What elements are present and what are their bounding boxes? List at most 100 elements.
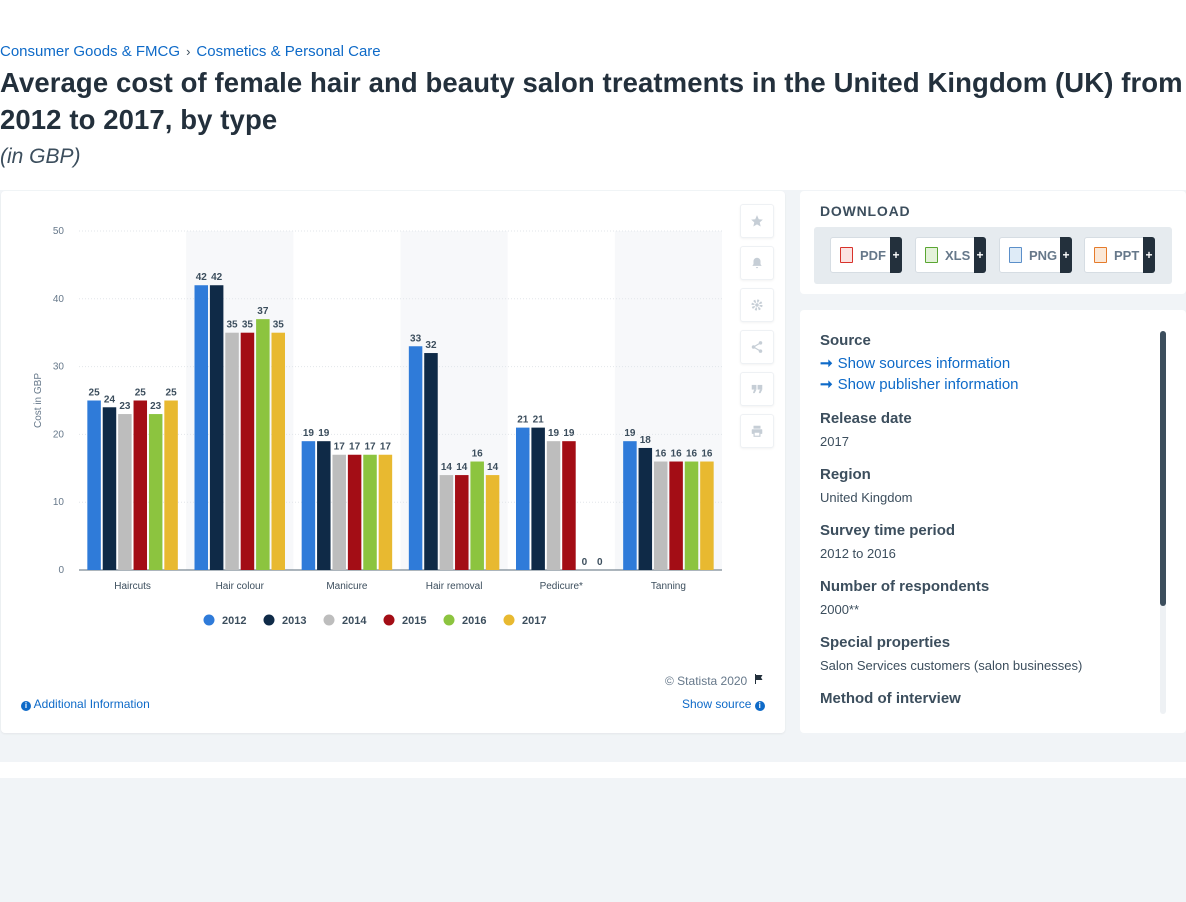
quote-icon[interactable]	[740, 372, 774, 406]
flag-icon[interactable]	[753, 673, 765, 688]
data-label: 19	[563, 428, 575, 439]
chart-card: 0 10 20 30 40 50 Cost in GBP 25 24 23 25 23 25 Haircu…	[1, 191, 785, 733]
show-source-label: Show source	[682, 697, 752, 711]
data-label: 19	[548, 428, 560, 439]
bar	[455, 475, 469, 570]
download-ppt-button[interactable]: PPT +	[1084, 237, 1155, 273]
bar	[408, 346, 423, 570]
bar	[470, 461, 484, 570]
y-tick-label: 20	[53, 429, 65, 440]
respondents-label: Number of respondents	[820, 578, 990, 595]
bar	[378, 454, 393, 570]
bar	[240, 332, 255, 570]
arrow-right-icon: ➞	[820, 355, 833, 372]
bar	[225, 332, 239, 570]
data-label: 23	[119, 401, 131, 412]
plus-icon: +	[1143, 237, 1155, 273]
additional-information-link[interactable]: i Additional Information	[21, 697, 150, 711]
bar	[301, 441, 316, 570]
header-background	[0, 0, 1186, 190]
bar	[684, 461, 699, 570]
star-icon[interactable]	[740, 204, 774, 238]
data-label: 35	[273, 320, 285, 331]
data-label: 17	[364, 442, 376, 453]
scrollbar[interactable]	[1160, 331, 1166, 714]
legend-marker	[323, 614, 335, 626]
download-png-button[interactable]: PNG +	[999, 237, 1072, 273]
y-tick-label: 50	[53, 226, 65, 237]
download-pdf-label: PDF	[860, 247, 886, 263]
bar	[700, 461, 714, 570]
print-icon[interactable]	[740, 414, 774, 448]
bar	[424, 353, 438, 570]
bell-icon[interactable]	[740, 246, 774, 280]
scrollbar-thumb[interactable]	[1160, 331, 1166, 606]
data-label: 23	[150, 401, 162, 412]
data-label: 19	[303, 428, 315, 439]
show-source-link[interactable]: Show source i	[682, 697, 765, 711]
survey-period: Survey time period 2012 to 2016	[820, 522, 1160, 561]
data-label: 24	[104, 394, 116, 405]
show-publisher-link[interactable]: ➞ Show publisher information	[820, 375, 1160, 394]
plus-icon: +	[974, 237, 986, 273]
data-label: 0	[582, 557, 588, 568]
source-card: Source ➞ Show sources information ➞ Show…	[800, 310, 1186, 733]
show-publisher-label: Show publisher information	[837, 375, 1019, 393]
data-label: 17	[349, 442, 361, 453]
breadcrumb: Consumer Goods & FMCG › Cosmetics & Pers…	[0, 43, 381, 60]
bar	[562, 441, 576, 570]
bar	[102, 407, 117, 570]
show-sources-label: Show sources information	[837, 354, 1011, 372]
data-label: 25	[166, 388, 178, 399]
download-xls-button[interactable]: XLS +	[915, 237, 986, 273]
bar	[363, 454, 377, 570]
info-icon: i	[754, 701, 765, 711]
share-icon[interactable]	[740, 330, 774, 364]
copyright-text: © Statista 2020	[665, 673, 748, 688]
bar	[164, 400, 178, 570]
breadcrumb-link-cosmetics[interactable]: Cosmetics & Personal Care	[196, 43, 381, 60]
bar	[638, 447, 653, 570]
bar	[623, 441, 637, 570]
legend-marker	[203, 614, 215, 626]
special-properties: Special properties Salon Services custom…	[820, 634, 1160, 673]
unit-subtitle: (in GBP)	[0, 145, 81, 168]
breadcrumb-separator: ›	[186, 44, 191, 59]
bar	[546, 441, 561, 570]
show-sources-link[interactable]: ➞ Show sources information	[820, 354, 1160, 373]
bar	[148, 414, 163, 570]
respondents: Number of respondents 2000**	[820, 578, 1160, 617]
legend-marker	[263, 614, 275, 626]
data-label: 33	[410, 333, 422, 344]
data-label: 25	[135, 388, 147, 399]
bar	[209, 285, 224, 570]
plus-icon: +	[890, 237, 902, 273]
arrow-right-icon: ➞	[820, 376, 833, 393]
x-tick-label: Hair removal	[426, 581, 483, 592]
data-label: 19	[318, 428, 330, 439]
plus-icon: +	[1060, 237, 1072, 273]
png-file-icon	[1009, 247, 1022, 263]
bar	[271, 332, 285, 570]
data-label: 19	[624, 428, 636, 439]
bar	[669, 461, 683, 570]
gear-icon[interactable]	[740, 288, 774, 322]
breadcrumb-link-consumer-goods[interactable]: Consumer Goods & FMCG	[0, 43, 181, 60]
method-of-interview-label: Method of interview	[820, 690, 961, 707]
data-label: 14	[456, 462, 468, 473]
download-title: DOWNLOAD	[820, 203, 911, 219]
data-label: 14	[441, 462, 453, 473]
special-properties-label: Special properties	[820, 634, 951, 651]
download-card: DOWNLOAD PDF + XLS + PNG + PPT +	[800, 191, 1186, 294]
legend-label: 2016	[462, 615, 486, 627]
download-pdf-button[interactable]: PDF +	[830, 237, 902, 273]
legend-label: 2014	[342, 615, 367, 627]
data-label: 21	[533, 415, 545, 426]
y-tick-label: 10	[53, 497, 65, 508]
region: Region United Kingdom	[820, 466, 1160, 505]
bar	[256, 319, 270, 570]
data-label: 0	[597, 557, 603, 568]
legend-label: 2017	[522, 615, 546, 627]
y-axis-title: Cost in GBP	[33, 373, 44, 428]
